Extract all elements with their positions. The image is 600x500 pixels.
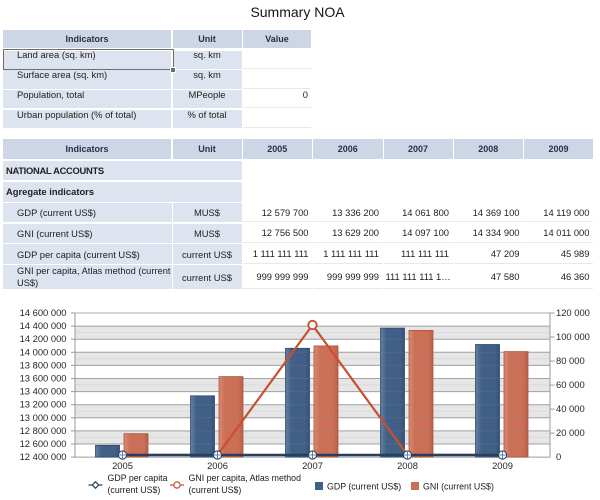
svg-text:13 400 000: 13 400 000 — [20, 386, 67, 397]
svg-text:13 600 000: 13 600 000 — [20, 373, 67, 384]
svg-text:13 800 000: 13 800 000 — [20, 359, 67, 370]
svg-text:GNI per capita, Atlas method: GNI per capita, Atlas method — [189, 473, 302, 483]
svg-text:2006: 2006 — [207, 460, 228, 471]
svg-text:100 000: 100 000 — [556, 331, 590, 342]
svg-text:2008: 2008 — [397, 460, 418, 471]
svg-text:60 000: 60 000 — [556, 379, 585, 390]
svg-text:2005: 2005 — [112, 460, 133, 471]
svg-text:80 000: 80 000 — [556, 355, 585, 366]
svg-text:GNI (current US$): GNI (current US$) — [423, 482, 494, 492]
svg-text:13 200 000: 13 200 000 — [20, 399, 67, 410]
svg-text:2007: 2007 — [302, 460, 323, 471]
svg-text:12 800 000: 12 800 000 — [20, 425, 67, 436]
svg-text:2009: 2009 — [492, 460, 513, 471]
svg-text:0: 0 — [556, 451, 561, 462]
svg-text:GDP (current US$): GDP (current US$) — [327, 482, 401, 492]
svg-text:120 000: 120 000 — [556, 307, 590, 318]
svg-text:(current US$): (current US$) — [189, 485, 242, 495]
svg-text:13 000 000: 13 000 000 — [20, 412, 67, 423]
svg-text:12 400 000: 12 400 000 — [20, 451, 67, 462]
svg-text:12 600 000: 12 600 000 — [20, 438, 67, 449]
svg-text:14 600 000: 14 600 000 — [20, 307, 67, 318]
svg-text:(current US$): (current US$) — [108, 485, 161, 495]
svg-text:14 000 000: 14 000 000 — [20, 346, 67, 357]
svg-text:14 400 000: 14 400 000 — [20, 320, 67, 331]
svg-text:20 000: 20 000 — [556, 427, 585, 438]
svg-text:14 200 000: 14 200 000 — [20, 333, 67, 344]
svg-text:GDP per capita: GDP per capita — [108, 473, 168, 483]
svg-text:40 000: 40 000 — [556, 403, 585, 414]
